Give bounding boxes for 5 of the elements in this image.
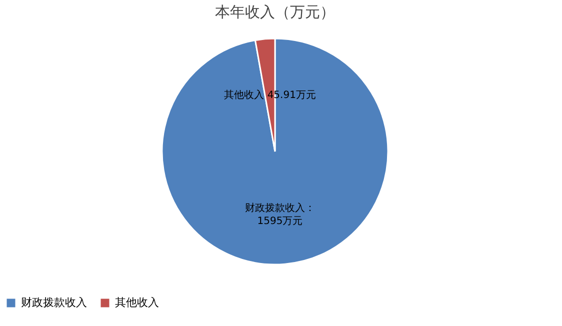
chart-title: 本年收入（万元）: [215, 3, 335, 21]
legend-label: 财政拨款收入: [21, 296, 87, 309]
pie-slice: [161, 38, 389, 266]
data-label: 财政拨款收入： 1595万元: [244, 202, 315, 227]
legend-label: 其他收入: [115, 296, 159, 309]
